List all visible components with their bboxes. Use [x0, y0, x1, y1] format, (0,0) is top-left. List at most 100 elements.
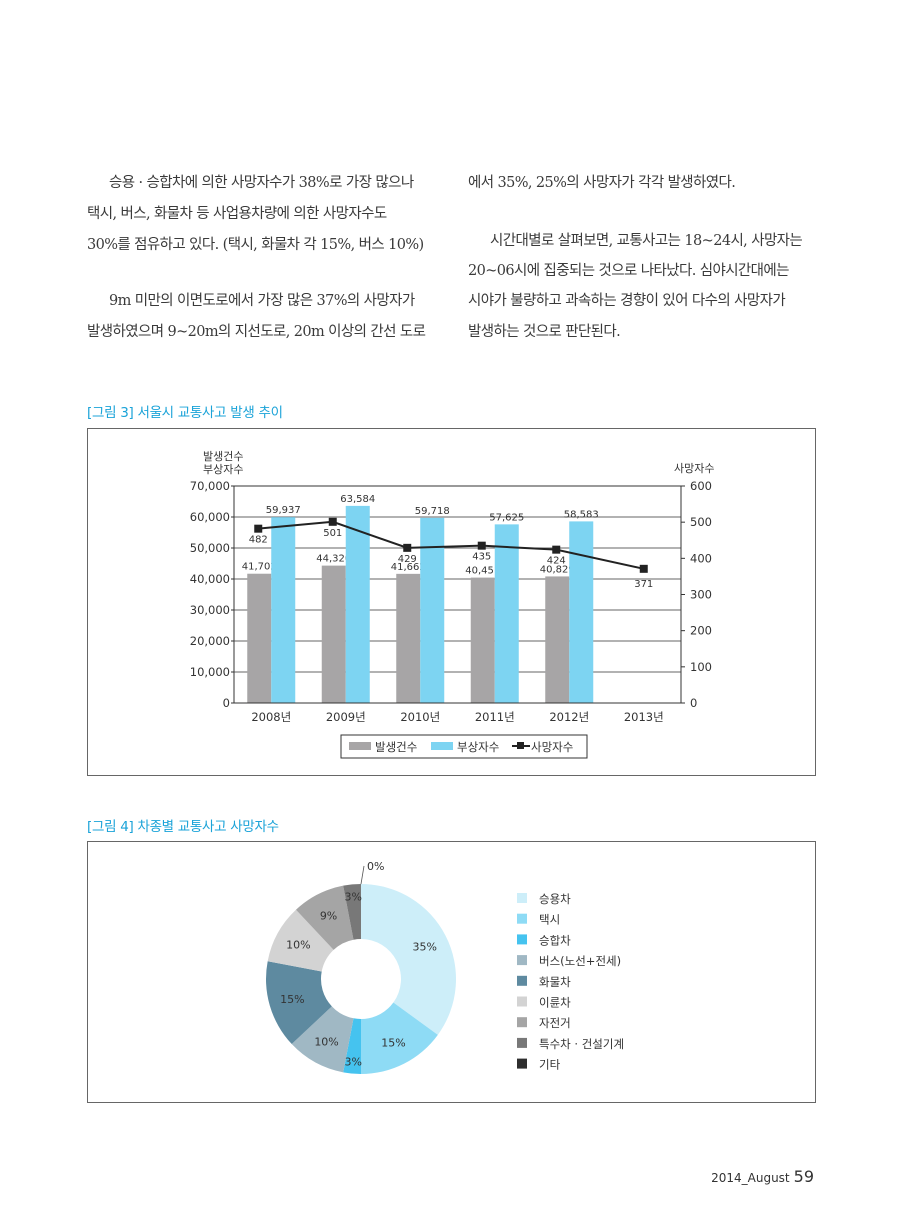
slice-label: 9% — [320, 909, 337, 922]
paragraph-line: 승용 · 승합차에 의한 사망자수가 38%로 가장 많으나 — [87, 168, 414, 199]
figure3-title: [그림 3] 서울시 교통사고 발생 추이 — [87, 405, 283, 421]
bar-발생건수 — [321, 565, 346, 703]
y-left-tick-label: 60,000 — [190, 510, 230, 524]
donut-slice-0 — [361, 884, 457, 1035]
bar-value-label: 63,584 — [340, 494, 375, 505]
legend-swatch — [517, 1017, 527, 1028]
bar-부상자수 — [271, 517, 296, 703]
line-사망자수 — [258, 520, 644, 570]
legend-swatch — [517, 1058, 527, 1069]
paragraph-line: 30%를 점유하고 있다. (택시, 화물차 각 15%, 버스 10%) — [87, 237, 424, 253]
bar-value-label: 40,829 — [540, 564, 575, 575]
line-value-label: 435 — [472, 552, 491, 563]
bar-value-label: 57,625 — [489, 512, 524, 523]
donut-slice-7 — [343, 884, 361, 940]
legend-label: 택시 — [539, 913, 560, 927]
page-footer: 2014_August 59 — [711, 1167, 814, 1186]
text-line: 9m 미만의 이면도로에서 가장 많은 37%의 사망자가 — [109, 293, 415, 309]
donut-slice-3 — [291, 1006, 354, 1073]
bar-부상자수 — [494, 524, 519, 703]
slice-label: 3% — [344, 1056, 361, 1069]
bar-value-label: 59,718 — [415, 506, 450, 517]
figure4-frame: 35% 15% 3% 10% 15% 10% 9% 3% 0% 승용차 택시 승합차 버스(노선+전세)… — [87, 841, 816, 1103]
donut-slice-4 — [266, 961, 332, 1045]
y-left-tick-label: 40,000 — [190, 572, 230, 586]
legend-box — [340, 734, 588, 759]
bar-value-label: 41,702 — [242, 562, 277, 573]
legend-swatch — [517, 913, 527, 924]
bar-value-label: 58,583 — [564, 509, 599, 520]
legend-label: 이륜차 — [539, 996, 571, 1010]
slice-label: 10% — [286, 939, 310, 952]
figure4-title: [그림 4] 차종별 교통사고 사망자수 — [87, 819, 279, 835]
bar-발생건수 — [470, 577, 495, 703]
legend-label: 승용차 — [539, 892, 571, 906]
legend-swatch — [517, 996, 527, 1007]
leader-line — [360, 865, 365, 885]
legend-swatch — [517, 1037, 527, 1048]
line-point — [477, 541, 486, 550]
bar-value-label: 40,451 — [465, 566, 500, 577]
y-right-tick-label: 0 — [690, 696, 697, 710]
bar-부상자수 — [569, 521, 594, 703]
bar-발생건수 — [545, 576, 570, 703]
paragraph-line: 에서 35%, 25%의 사망자가 각각 발생하였다. — [468, 175, 736, 191]
legend-label: 부상자수 — [457, 740, 499, 754]
bar-value-label: 44,320 — [316, 554, 351, 565]
legend-label: 특수차 · 건설기계 — [539, 1037, 624, 1051]
paragraph-line: 시간대별로 살펴보면, 교통사고는 18~24시, 사망자는 — [468, 226, 803, 257]
line-value-label: 371 — [634, 579, 653, 590]
line-point — [328, 517, 337, 526]
slice-label: 15% — [381, 1037, 405, 1050]
legend-marker — [517, 742, 524, 749]
line-value-label: 424 — [547, 556, 566, 567]
y-right-tick-label: 100 — [690, 660, 712, 674]
paragraph-line: 택시, 버스, 화물차 등 사업용차량에 의한 사망자수도 — [87, 206, 387, 222]
x-tick-label: 2012년 — [549, 710, 589, 724]
y-right-tick-label: 300 — [690, 588, 712, 602]
bar-부상자수 — [345, 505, 370, 703]
legend-swatch — [349, 742, 371, 750]
y-left-label: 발생건수 — [203, 450, 243, 463]
legend-label: 화물차 — [539, 975, 571, 989]
line-value-label: 482 — [249, 535, 268, 546]
legend-swatch — [517, 893, 527, 903]
y-left-label: 부상자수 — [203, 463, 243, 476]
line-point — [552, 545, 561, 554]
paragraph-line: 발생하는 것으로 판단된다. — [468, 324, 621, 340]
donut-slice-1 — [361, 1002, 438, 1074]
x-tick-label: 2013년 — [624, 710, 664, 724]
legend-swatch — [517, 975, 527, 986]
slice-label: 3% — [344, 890, 361, 903]
line-point — [639, 564, 648, 573]
paragraph-line: 발생하였으며 9~20m의 지선도로, 20m 이상의 간선 도로 — [87, 324, 426, 340]
y-right-tick-label: 400 — [690, 551, 712, 565]
y-left-tick-label: 10,000 — [190, 665, 230, 679]
legend-swatch — [431, 742, 453, 750]
line-value-label: 501 — [323, 528, 342, 539]
issue-label: 2014_August — [711, 1171, 790, 1185]
x-tick-label: 2011년 — [475, 710, 515, 724]
line-point — [254, 524, 263, 533]
legend-swatch — [517, 934, 527, 945]
bar-value-label: 59,937 — [266, 505, 301, 516]
donut-slice-5 — [267, 909, 334, 972]
slice-label: 0% — [367, 860, 384, 873]
y-right-label: 사망자수 — [674, 462, 714, 475]
x-tick-label: 2008년 — [251, 710, 291, 724]
bar-부상자수 — [420, 517, 445, 703]
y-left-tick-label: 30,000 — [190, 603, 230, 617]
y-left-tick-label: 0 — [223, 696, 230, 710]
x-tick-label: 2010년 — [400, 710, 440, 724]
legend-label: 발생건수 — [375, 740, 417, 754]
paragraph-line: 9m 미만의 이면도로에서 가장 많은 37%의 사망자가 — [87, 286, 415, 317]
slice-label: 15% — [280, 993, 304, 1006]
y-right-tick-label: 500 — [690, 515, 712, 529]
text-line: 승용 · 승합차에 의한 사망자수가 38%로 가장 많으나 — [109, 175, 414, 191]
legend-swatch — [517, 955, 527, 966]
legend-label: 자전거 — [539, 1016, 571, 1030]
slice-label: 35% — [412, 941, 436, 954]
legend-label: 기타 — [539, 1058, 561, 1072]
bar-발생건수 — [396, 573, 421, 703]
